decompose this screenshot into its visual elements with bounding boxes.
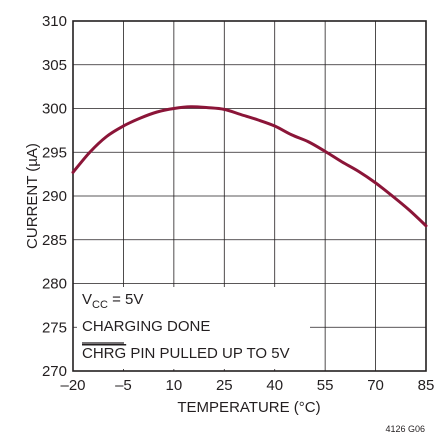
x-tick-label: 25	[216, 377, 233, 394]
series-layer	[71, 105, 428, 228]
y-tick-label: 290	[42, 188, 67, 205]
y-tick-labels: 270 275 280 285 290 295 300 305 310	[42, 13, 67, 380]
x-tick-label: 10	[166, 377, 183, 394]
y-tick-label: 300	[42, 101, 67, 118]
annotation-chrg-overbar: CHRG	[82, 345, 126, 362]
x-tick-label: 40	[266, 377, 283, 394]
series-line	[71, 105, 428, 228]
x-axis-title: TEMPERATURE (°C)	[177, 399, 320, 416]
annotation-charging-done: CHARGING DONE	[82, 318, 210, 335]
annotation-vcc-value: = 5V	[108, 291, 143, 308]
figure-id: 4126 G06	[385, 424, 425, 434]
annotation-vcc-subscript: CC	[92, 299, 108, 311]
plot-frame	[72, 20, 427, 372]
x-tick-labels: –20 –5 10 25 40 55 70 85	[60, 377, 434, 394]
y-tick-label: 275	[42, 319, 67, 336]
annotation-background	[77, 287, 310, 369]
x-tick-label: 85	[418, 377, 435, 394]
y-tick-label: 270	[42, 363, 67, 380]
y-axis-title: CURRENT (µA)	[24, 143, 41, 249]
x-tick-label: 70	[367, 377, 384, 394]
y-tick-label: 310	[42, 13, 67, 30]
y-tick-label: 295	[42, 144, 67, 161]
annotation-vcc: VCC = 5V	[82, 291, 143, 311]
annotation-chrg-pin: CHRG PIN PULLED UP TO 5V	[82, 345, 290, 362]
y-tick-label: 305	[42, 57, 67, 74]
x-tick-label: –20	[60, 377, 85, 394]
annotation-vcc-main: V	[82, 291, 92, 308]
annotation-chrg-rest: PIN PULLED UP TO 5V	[126, 345, 289, 362]
x-tick-label: –5	[115, 377, 132, 394]
x-tick-label: 55	[317, 377, 334, 394]
y-tick-label: 280	[42, 276, 67, 293]
y-tick-label: 285	[42, 232, 67, 249]
